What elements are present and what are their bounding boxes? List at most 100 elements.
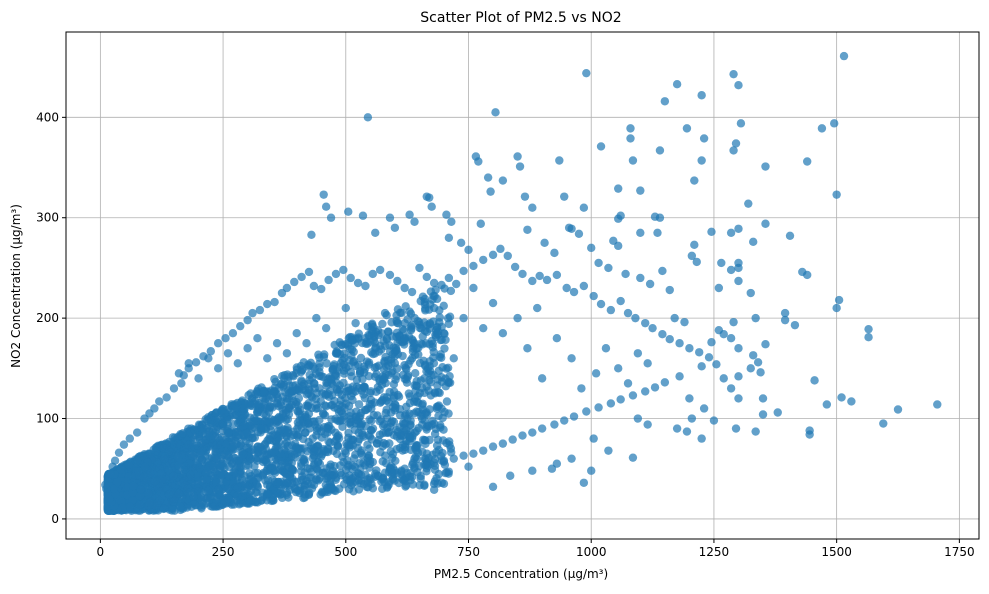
data-point: [626, 124, 635, 133]
data-point: [695, 348, 704, 357]
data-point: [449, 354, 458, 363]
data-point: [367, 404, 376, 413]
data-point: [810, 376, 819, 385]
data-point: [177, 379, 186, 388]
data-point: [431, 285, 440, 294]
data-point: [201, 468, 211, 478]
data-point: [288, 370, 298, 380]
data-point: [444, 377, 453, 387]
data-point: [418, 332, 427, 341]
data-point: [216, 461, 225, 471]
data-point: [204, 354, 213, 363]
data-point: [243, 482, 252, 491]
data-point: [105, 469, 115, 478]
data-point: [331, 414, 340, 424]
data-point: [518, 269, 527, 279]
data-point: [260, 416, 270, 425]
data-point: [486, 187, 495, 196]
data-point: [506, 471, 515, 480]
data-point: [351, 450, 360, 459]
data-point: [331, 269, 341, 279]
data-point: [436, 423, 445, 432]
data-point: [488, 250, 498, 260]
data-point: [321, 323, 331, 333]
data-point: [726, 265, 736, 275]
data-point: [371, 469, 380, 478]
data-point: [488, 442, 498, 451]
data-point: [406, 445, 416, 455]
data-point: [410, 462, 419, 471]
data-point: [305, 375, 314, 385]
data-point: [216, 472, 225, 481]
data-point: [204, 486, 213, 496]
data-point: [234, 431, 243, 440]
data-point: [174, 456, 184, 465]
data-point: [176, 502, 185, 511]
data-point: [385, 213, 395, 222]
data-point: [623, 308, 633, 318]
data-point: [368, 269, 377, 279]
data-point: [376, 448, 385, 457]
data-point: [697, 156, 706, 165]
data-point: [302, 476, 311, 485]
data-point: [435, 388, 444, 398]
data-point: [438, 448, 447, 458]
data-point: [641, 318, 650, 328]
data-point: [243, 344, 252, 353]
data-point: [614, 184, 623, 193]
data-point: [306, 358, 316, 368]
data-point: [216, 440, 226, 450]
data-point: [339, 480, 349, 489]
data-point: [749, 237, 758, 247]
data-point: [354, 333, 363, 342]
data-point: [186, 470, 195, 480]
data-point: [322, 381, 331, 391]
data-point: [446, 286, 456, 296]
data-point: [406, 356, 415, 365]
data-point: [633, 414, 643, 423]
data-point: [152, 446, 161, 456]
data-point: [832, 190, 841, 199]
data-point: [636, 186, 645, 195]
data-point: [660, 97, 670, 106]
data-point: [191, 459, 201, 468]
x-tick-label: 1250: [699, 545, 730, 559]
data-point: [420, 454, 430, 463]
x-tick-label: 1500: [821, 545, 852, 559]
data-point: [344, 207, 353, 216]
data-point: [523, 344, 532, 353]
data-point: [439, 328, 449, 338]
data-point: [579, 478, 589, 487]
data-point: [829, 119, 839, 128]
data-point: [616, 395, 625, 404]
data-point: [528, 428, 537, 437]
data-point: [279, 413, 288, 422]
data-point: [432, 441, 442, 450]
data-point: [420, 361, 430, 371]
data-point: [223, 484, 233, 494]
data-point: [631, 313, 640, 323]
data-point: [665, 335, 674, 344]
data-point: [464, 462, 473, 471]
data-point: [401, 302, 410, 311]
data-point: [427, 202, 436, 211]
data-point: [479, 446, 488, 455]
data-point: [202, 498, 211, 508]
data-point: [351, 477, 360, 486]
data-point: [300, 493, 309, 502]
data-point: [184, 359, 193, 368]
data-point: [422, 425, 431, 434]
data-point: [291, 453, 300, 462]
data-point: [238, 491, 247, 501]
data-point: [308, 417, 317, 426]
data-point: [382, 414, 392, 423]
data-point: [606, 399, 616, 408]
x-tick-label: 1750: [944, 545, 975, 559]
data-point: [194, 487, 203, 497]
data-point: [337, 340, 347, 350]
data-point: [357, 428, 367, 438]
data-point: [533, 303, 542, 313]
data-point: [528, 203, 537, 212]
data-point: [319, 446, 329, 455]
data-point: [761, 340, 770, 349]
